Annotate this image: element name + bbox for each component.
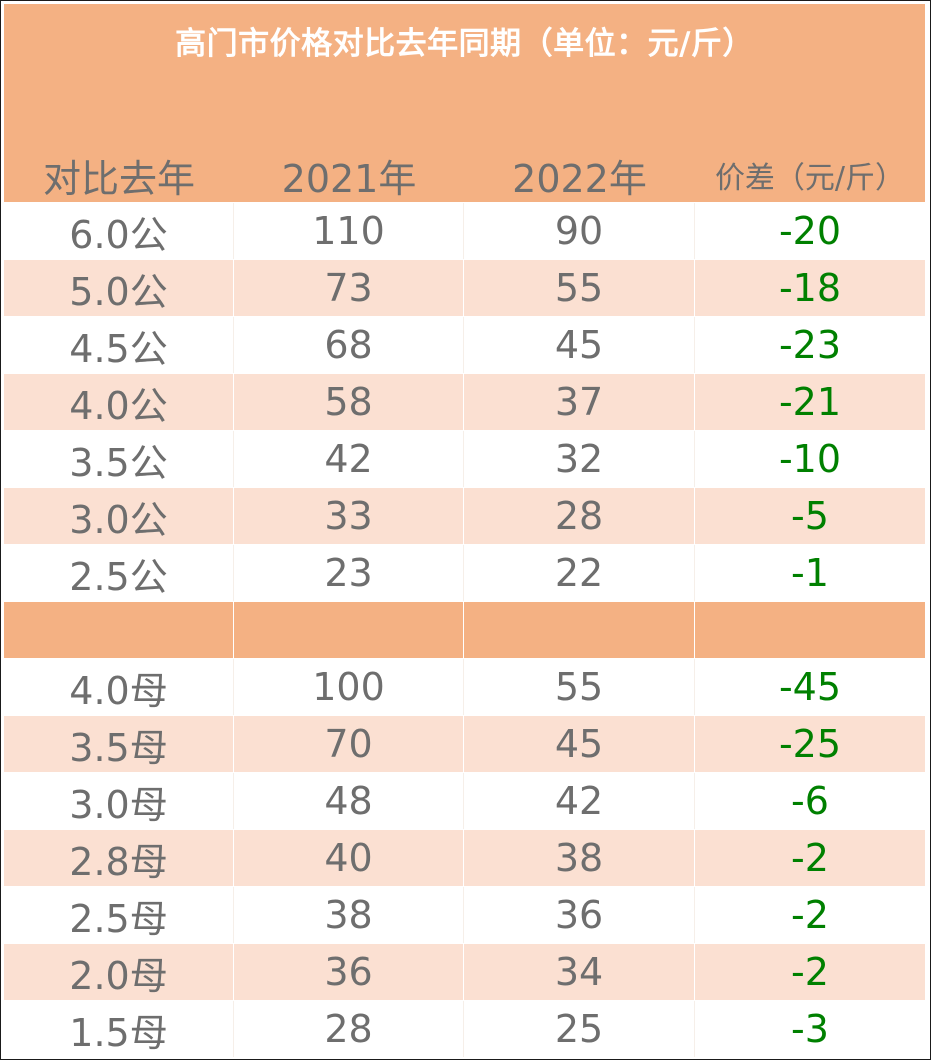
price-2021-cell: 100 (234, 659, 464, 715)
price-diff-cell: -20 (778, 209, 842, 253)
price-2022-cell: 25 (464, 1001, 695, 1057)
table-row: 5.0公 73 55 -18 (4, 260, 925, 316)
column-header-diff: 价差（元/斤） (714, 161, 906, 196)
price-2021-cell: 33 (234, 488, 464, 544)
table-row: 2.5母 38 36 -2 (4, 887, 925, 943)
size-cell: 6.0公 (4, 203, 234, 259)
price-2021-cell: 36 (234, 944, 464, 1000)
price-diff-cell: -45 (778, 665, 842, 709)
price-2021-cell: 40 (234, 830, 464, 886)
price-2021-cell: 70 (234, 716, 464, 772)
table-header: 高门市价格对比去年同期（单位：元/斤） 对比去年 2021年 2022年 价差（… (4, 4, 925, 202)
size-cell: 4.5公 (4, 317, 234, 373)
separator-cell (234, 602, 464, 658)
table-row: 2.8母 40 38 -2 (4, 830, 925, 886)
size-cell: 3.0公 (4, 488, 234, 544)
table-row: 4.0公 58 37 -21 (4, 374, 925, 430)
size-cell: 4.0公 (4, 374, 234, 430)
price-2022-cell: 34 (464, 944, 695, 1000)
price-diff-cell: -18 (778, 266, 842, 310)
price-2022-cell: 28 (464, 488, 695, 544)
price-diff-cell: -2 (791, 836, 829, 880)
price-diff-cell: -10 (778, 437, 842, 481)
size-cell: 5.0公 (4, 260, 234, 316)
price-2022-cell: 22 (464, 545, 695, 601)
price-2021-cell: 68 (234, 317, 464, 373)
price-2022-cell: 42 (464, 773, 695, 829)
price-2022-cell: 32 (464, 431, 695, 487)
price-2021-cell: 73 (234, 260, 464, 316)
size-cell: 1.5母 (4, 1001, 234, 1057)
table-row: 4.5公 68 45 -23 (4, 317, 925, 373)
price-2021-cell: 110 (234, 203, 464, 259)
price-2021-cell: 28 (234, 1001, 464, 1057)
price-2021-cell: 23 (234, 545, 464, 601)
price-diff-cell: -1 (791, 551, 829, 595)
column-header-2022: 2022年 (512, 157, 647, 201)
size-cell: 3.5母 (4, 716, 234, 772)
price-2022-cell: 90 (464, 203, 695, 259)
separator-cell (4, 602, 234, 658)
table-row: 4.0母 100 55 -45 (4, 659, 925, 715)
price-diff-cell: -21 (778, 380, 842, 424)
table-row: 1.5母 28 25 -3 (4, 1001, 925, 1057)
price-2022-cell: 45 (464, 317, 695, 373)
price-2022-cell: 55 (464, 659, 695, 715)
price-diff-cell: -2 (791, 893, 829, 937)
column-header-2021: 2021年 (281, 157, 417, 201)
size-cell: 3.0母 (4, 773, 234, 829)
group-separator-row (4, 602, 925, 658)
separator-cell (695, 602, 925, 658)
table-row: 6.0公 110 90 -20 (4, 203, 925, 259)
price-2022-cell: 45 (464, 716, 695, 772)
price-2022-cell: 36 (464, 887, 695, 943)
price-diff-cell: -25 (778, 722, 842, 766)
price-2021-cell: 58 (234, 374, 464, 430)
price-diff-cell: -2 (791, 950, 829, 994)
price-2022-cell: 38 (464, 830, 695, 886)
column-header-label: 对比去年 (42, 157, 195, 201)
price-2022-cell: 37 (464, 374, 695, 430)
table-row: 3.0母 48 42 -6 (4, 773, 925, 829)
table-title: 高门市价格对比去年同期（单位：元/斤） (175, 26, 754, 62)
price-2022-cell: 55 (464, 260, 695, 316)
size-cell: 2.8母 (4, 830, 234, 886)
size-cell: 4.0母 (4, 659, 234, 715)
size-cell: 2.5公 (4, 545, 234, 601)
table-row: 3.0公 33 28 -5 (4, 488, 925, 544)
price-diff-cell: -5 (791, 494, 829, 538)
price-diff-cell: -3 (791, 1007, 829, 1051)
size-cell: 2.5母 (4, 887, 234, 943)
price-2021-cell: 38 (234, 887, 464, 943)
table-row: 3.5母 70 45 -25 (4, 716, 925, 772)
table-row: 2.0母 36 34 -2 (4, 944, 925, 1000)
separator-cell (464, 602, 695, 658)
table-row: 3.5公 42 32 -10 (4, 431, 925, 487)
size-cell: 3.5公 (4, 431, 234, 487)
table-row: 2.5公 23 22 -1 (4, 545, 925, 601)
price-2021-cell: 42 (234, 431, 464, 487)
price-2021-cell: 48 (234, 773, 464, 829)
size-cell: 2.0母 (4, 944, 234, 1000)
price-diff-cell: -23 (778, 323, 842, 367)
price-diff-cell: -6 (791, 779, 829, 823)
